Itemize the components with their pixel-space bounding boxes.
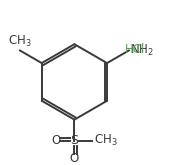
Text: CH$_3$: CH$_3$	[94, 133, 117, 149]
Text: O: O	[51, 134, 61, 147]
Text: O: O	[70, 152, 79, 165]
Text: HCl: HCl	[125, 43, 146, 56]
Text: S: S	[70, 134, 78, 147]
Text: NH$_2$: NH$_2$	[130, 43, 154, 58]
Text: CH$_3$: CH$_3$	[8, 34, 32, 49]
